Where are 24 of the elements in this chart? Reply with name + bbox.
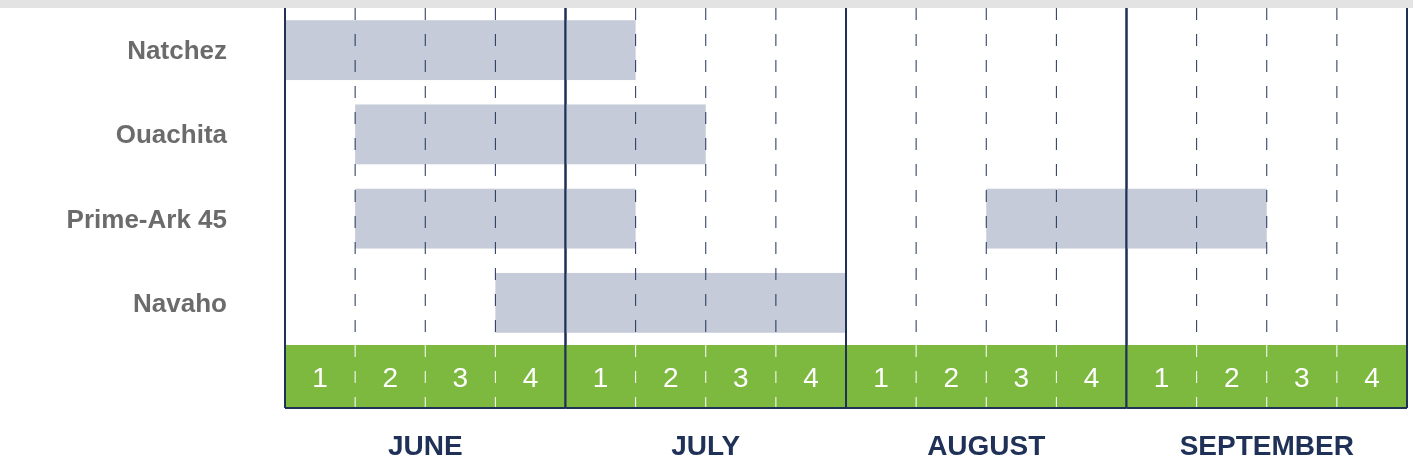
x-tick-label: 4 <box>1364 361 1380 393</box>
x-tick-label: 2 <box>1223 361 1240 393</box>
x-tick-label: 1 <box>312 361 328 393</box>
x-axis-title: JULY <box>671 430 741 461</box>
x-tick-label: 3 <box>1294 361 1310 393</box>
x-axis-title: SEPTEMBER <box>1179 430 1354 461</box>
x-tick-label: 4 <box>1083 361 1100 393</box>
y-tick-label: Prime-Ark 45 <box>66 203 227 234</box>
x-tick-label: 3 <box>1013 361 1030 393</box>
x-tick-label: 3 <box>452 361 469 393</box>
x-tick-label: 3 <box>733 361 749 393</box>
x-tick-label: 1 <box>592 361 609 393</box>
y-tick-label: Ouachita <box>115 119 228 150</box>
y-tick-label: Natchez <box>127 35 227 66</box>
x-tick-label: 2 <box>662 361 679 393</box>
x-tick-label: 4 <box>803 361 819 393</box>
x-tick-label: 4 <box>522 361 539 393</box>
x-axis-title: JUNE <box>387 430 463 461</box>
y-tick-label: Navaho <box>133 287 227 318</box>
x-tick-label: 2 <box>943 361 959 393</box>
x-axis-title: AUGUST <box>927 430 1046 461</box>
x-tick-label: 1 <box>873 361 889 393</box>
x-tick-label: 2 <box>382 361 398 393</box>
x-tick-label: 1 <box>1153 361 1170 393</box>
